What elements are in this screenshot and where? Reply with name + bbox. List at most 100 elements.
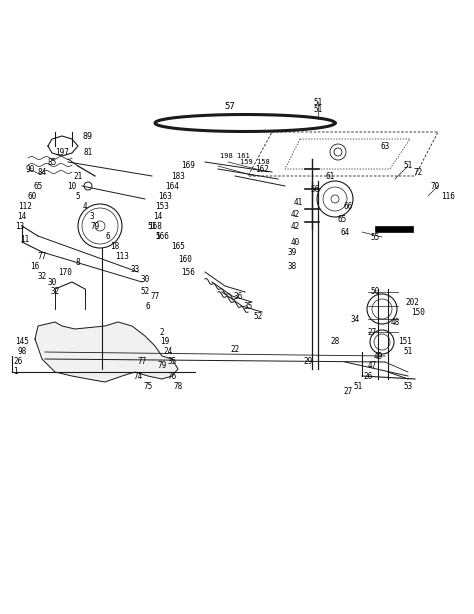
FancyBboxPatch shape xyxy=(375,226,413,232)
Text: 162: 162 xyxy=(255,165,269,174)
Text: 85: 85 xyxy=(47,158,56,166)
Text: 70: 70 xyxy=(430,182,439,190)
Text: 2: 2 xyxy=(160,327,164,336)
Text: 202: 202 xyxy=(405,298,419,306)
Text: 30: 30 xyxy=(47,278,56,287)
Text: 5: 5 xyxy=(155,231,160,241)
Text: 64: 64 xyxy=(340,228,350,236)
Text: 21: 21 xyxy=(73,171,82,181)
Text: 78: 78 xyxy=(173,381,182,391)
Text: 63: 63 xyxy=(380,141,390,150)
Text: 52: 52 xyxy=(254,311,263,321)
Text: 56: 56 xyxy=(310,184,319,193)
Text: 163: 163 xyxy=(158,192,172,201)
Text: 4: 4 xyxy=(82,201,87,211)
Text: 49: 49 xyxy=(374,351,383,360)
Text: 27: 27 xyxy=(367,327,377,336)
Text: 65: 65 xyxy=(337,214,346,223)
Text: 3: 3 xyxy=(90,211,94,220)
Text: 38: 38 xyxy=(287,262,297,271)
Text: 16: 16 xyxy=(30,262,40,271)
Text: 13: 13 xyxy=(15,222,25,230)
Text: 75: 75 xyxy=(143,381,153,391)
Text: 89: 89 xyxy=(83,131,93,141)
Text: 159 158: 159 158 xyxy=(240,159,270,165)
Text: 166: 166 xyxy=(155,231,169,241)
Text: 22: 22 xyxy=(230,344,240,354)
Text: 57: 57 xyxy=(225,101,236,111)
Text: 1: 1 xyxy=(13,368,18,376)
Text: 51: 51 xyxy=(354,381,363,391)
Polygon shape xyxy=(35,322,178,382)
Text: 81: 81 xyxy=(83,147,92,157)
Text: 98: 98 xyxy=(18,348,27,357)
Text: 39: 39 xyxy=(287,247,297,257)
Text: 61: 61 xyxy=(325,171,335,181)
Text: 165: 165 xyxy=(171,241,185,251)
Text: 164: 164 xyxy=(165,182,179,190)
Text: 36: 36 xyxy=(233,292,243,300)
Text: 198 161: 198 161 xyxy=(220,153,250,159)
Text: 6: 6 xyxy=(146,301,150,311)
Text: 27: 27 xyxy=(343,387,353,397)
Text: 18: 18 xyxy=(110,241,119,251)
Text: 14: 14 xyxy=(154,211,163,220)
Text: 151: 151 xyxy=(398,338,412,346)
Text: 26: 26 xyxy=(13,357,23,367)
Text: 79: 79 xyxy=(91,222,100,230)
Text: 32: 32 xyxy=(37,271,46,281)
Text: 150: 150 xyxy=(411,308,425,316)
Text: 77: 77 xyxy=(137,357,146,367)
Text: 60: 60 xyxy=(27,192,36,201)
Text: 197: 197 xyxy=(55,147,69,157)
Text: 42: 42 xyxy=(291,222,300,230)
Text: 48: 48 xyxy=(391,317,400,327)
Text: 32: 32 xyxy=(50,287,60,297)
Text: 84: 84 xyxy=(37,168,46,176)
Text: 65: 65 xyxy=(33,182,43,190)
Text: 29: 29 xyxy=(303,357,313,367)
Text: 77: 77 xyxy=(37,252,46,260)
Text: 35: 35 xyxy=(167,357,177,367)
Text: 51: 51 xyxy=(403,348,413,357)
Text: 42: 42 xyxy=(291,209,300,219)
Text: 168: 168 xyxy=(148,222,162,230)
Text: 77: 77 xyxy=(150,292,160,300)
Text: 8: 8 xyxy=(76,257,80,266)
Text: 160: 160 xyxy=(178,254,192,263)
Text: 113: 113 xyxy=(115,252,129,260)
Text: 90: 90 xyxy=(26,165,35,174)
Text: 14: 14 xyxy=(18,211,27,220)
Text: 66: 66 xyxy=(343,201,353,211)
Text: 169: 169 xyxy=(181,161,195,171)
Text: 76: 76 xyxy=(167,371,177,381)
Text: 156: 156 xyxy=(181,268,195,276)
Text: 50: 50 xyxy=(370,287,380,297)
Text: 51: 51 xyxy=(403,161,413,171)
Text: 153: 153 xyxy=(155,201,169,211)
Text: 26: 26 xyxy=(364,371,373,381)
Text: 10: 10 xyxy=(67,182,77,190)
Text: 183: 183 xyxy=(171,171,185,181)
Text: 6: 6 xyxy=(106,231,110,241)
Text: 145: 145 xyxy=(15,338,29,346)
Text: 79: 79 xyxy=(157,362,167,370)
Text: 33: 33 xyxy=(130,265,140,273)
Text: 170: 170 xyxy=(58,268,72,276)
Text: 51: 51 xyxy=(313,104,323,114)
Text: 74: 74 xyxy=(133,371,143,381)
Text: 112: 112 xyxy=(18,201,32,211)
Text: 34: 34 xyxy=(350,314,360,324)
Text: 53: 53 xyxy=(403,381,413,391)
Text: 19: 19 xyxy=(160,338,170,346)
Text: 35: 35 xyxy=(243,301,253,311)
Text: 24: 24 xyxy=(164,348,173,357)
Text: 40: 40 xyxy=(291,238,300,246)
Text: 52: 52 xyxy=(140,287,150,297)
Text: 51: 51 xyxy=(147,222,156,230)
Text: 47: 47 xyxy=(367,362,377,370)
Text: 72: 72 xyxy=(413,168,423,176)
Text: 5: 5 xyxy=(76,192,80,201)
Text: 30: 30 xyxy=(140,274,150,284)
Text: 11: 11 xyxy=(20,235,29,244)
